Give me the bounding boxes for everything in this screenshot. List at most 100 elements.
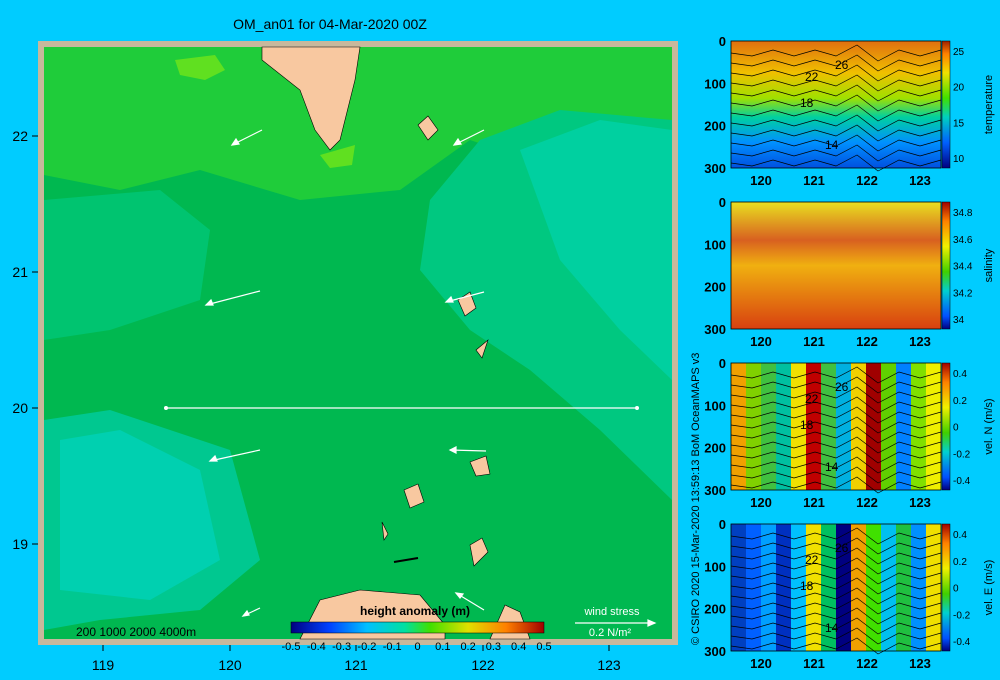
contour-line	[730, 124, 942, 142]
section-panel: 26 22 18 14 120 121 122 123 0 100 200 300 0.4 0.2 0 -0.…	[704, 517, 995, 671]
map-y-tick-label: 22	[12, 128, 28, 144]
colorbar-tick-label: 0.3	[486, 641, 501, 653]
contour-line	[730, 386, 942, 404]
panel-y-tick-label: 0	[719, 34, 726, 49]
colorbar-tick-label: 0.2	[460, 641, 475, 653]
panel-colorbar-tick: 10	[953, 154, 965, 165]
panel-y-tick-label: 100	[704, 76, 726, 91]
panel-y-tick-label: 300	[704, 161, 726, 176]
panel-colorbar-tick: 20	[953, 83, 965, 94]
wind-vector	[209, 449, 261, 462]
contour-line	[730, 577, 942, 595]
wind-arrowhead	[647, 619, 657, 627]
contour-line	[730, 537, 942, 555]
panel-colorbar-tick: -0.2	[953, 449, 971, 460]
panel-field-stripe	[806, 363, 822, 490]
panel-colorbar-tick: 0.4	[953, 369, 967, 380]
contour-line	[730, 557, 942, 575]
panel-field-stripe	[731, 524, 747, 651]
contour-line	[730, 567, 942, 585]
contour-label: 18	[800, 579, 814, 593]
wind-stress-label: wind stress	[583, 606, 640, 618]
contour-line	[730, 44, 942, 62]
panel-field-stripe	[866, 524, 882, 651]
ssh-high-spot-2	[320, 145, 355, 168]
panel-field-stripe	[926, 524, 942, 651]
panel-x-tick-label: 122	[856, 495, 878, 510]
colorbar-tick-label: -0.2	[357, 641, 376, 653]
panel-colorbar-tick: 0.2	[953, 396, 967, 407]
colorbar-title: height anomaly (m)	[360, 604, 470, 618]
colorbar-tick-label: 0.1	[435, 641, 450, 653]
land-island	[469, 537, 489, 567]
panel-field-stripe	[881, 524, 897, 651]
colorbar-tick-label: 0.5	[536, 641, 551, 653]
main-map: 119 120 121 122 123 22 21 20 19 200 1000…	[12, 41, 678, 673]
contour-label: 26	[835, 380, 849, 394]
contour-line	[730, 597, 942, 615]
contour-line	[730, 396, 942, 414]
contour-label: 14	[825, 621, 839, 635]
panel-colorbar	[941, 523, 951, 652]
panel-y-tick-label: 0	[719, 356, 726, 371]
panel-field-stripe	[776, 524, 792, 651]
contour-line	[730, 406, 942, 424]
land-island	[403, 483, 425, 509]
section-start-marker	[164, 406, 168, 410]
contour-line	[730, 376, 942, 394]
panel-colorbar-tick: -0.4	[953, 637, 971, 648]
panel-colorbar-tick: 34.4	[953, 262, 973, 273]
panel-y-tick-label: 300	[704, 644, 726, 659]
contour-line	[730, 527, 942, 545]
map-x-tick-label: 123	[597, 657, 621, 673]
panel-field-stripe	[866, 363, 882, 490]
panel-field-stripe	[746, 524, 762, 651]
panel-y-tick-label: 200	[704, 119, 726, 134]
panel-x-tick-label: 121	[803, 656, 825, 671]
panel-colorbar	[941, 362, 951, 491]
ssh-region-lowest-sw	[60, 430, 220, 600]
contour-line	[730, 617, 942, 635]
section-panels: 26 22 18 14 120 121 122 123 0 100 200 300 25 20 15 10 te…	[704, 34, 995, 671]
contour-line	[730, 456, 942, 474]
contour-label: 22	[805, 392, 819, 406]
panel-colorbar-tick: 34.2	[953, 288, 973, 299]
panel-colorbar-tick: 0	[953, 584, 959, 595]
panel-frame	[730, 201, 942, 330]
panel-frame	[730, 362, 942, 491]
contour-line	[730, 94, 942, 112]
contour-line	[730, 54, 942, 72]
contour-line	[730, 144, 942, 162]
contour-label: 14	[825, 460, 839, 474]
wind-arrowhead	[241, 609, 250, 617]
ssh-high-spot	[175, 55, 225, 80]
contour-line	[730, 154, 942, 172]
map-y-tick-label: 21	[12, 264, 28, 280]
panel-field-stripe	[911, 524, 927, 651]
panel-x-tick-label: 121	[803, 173, 825, 188]
colorbar-tick-label: -0.5	[282, 641, 301, 653]
panel-field-stripe	[746, 363, 762, 490]
contour-line	[730, 64, 942, 82]
panel-variable-label: salinity	[983, 248, 995, 282]
panel-y-tick-label: 200	[704, 441, 726, 456]
height-colorbar-ticks: -0.5 -0.4 -0.3 -0.2 -0.1 0 0.1 0.2 0.3 0.4 0.5	[282, 641, 552, 653]
panel-y-tick-label: 200	[704, 280, 726, 295]
panel-y-tick-label: 0	[719, 195, 726, 210]
depth-legend: 200 1000 2000 4000m	[76, 625, 196, 639]
panel-field-stripe	[881, 363, 897, 490]
ssh-region-high	[44, 47, 672, 200]
land-taiwan	[261, 46, 361, 151]
contour-label: 18	[800, 418, 814, 432]
section-panel: 120 121 122 123 0 100 200 300 34.8 34.6 34.4 34.2 34…	[704, 195, 995, 349]
panel-y-tick-label: 300	[704, 483, 726, 498]
panel-frame	[730, 40, 942, 169]
panel-x-tick-label: 123	[909, 656, 931, 671]
panel-colorbar	[941, 40, 951, 169]
panel-variable-label: vel. E (m/s)	[983, 560, 995, 616]
panel-y-tick-label: 100	[704, 559, 726, 574]
map-y-tick-label: 20	[12, 400, 28, 416]
land-island	[381, 521, 389, 541]
panel-field-stripe	[761, 363, 777, 490]
